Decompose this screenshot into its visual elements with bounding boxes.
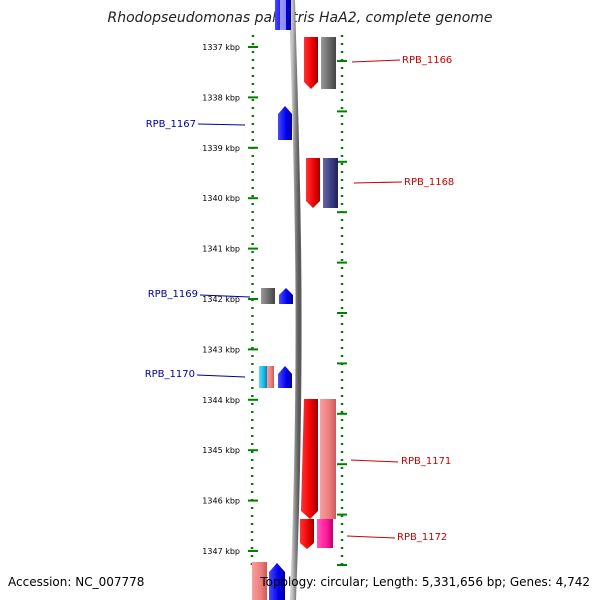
tick-label: 1343 kbp <box>202 345 240 354</box>
gene-label-rpb-1170: RPB_1170 <box>145 369 195 380</box>
gene-rpb-1169[interactable]: RPB_1169 <box>148 288 293 304</box>
gene-label-rpb-1167: RPB_1167 <box>146 119 196 130</box>
gene-label-rpb-1172: RPB_1172 <box>397 532 447 543</box>
tick-label: 1342 kbp <box>202 295 240 304</box>
tick-label: 1347 kbp <box>202 547 240 556</box>
map-title: Rhodopseudomonas palustris HaA2, complet… <box>107 10 492 26</box>
genome-backbone <box>289 0 302 600</box>
tick-label: 1337 kbp <box>202 43 240 52</box>
gene-label-rpb-1171: RPB_1171 <box>401 456 451 467</box>
gene-label-rpb-1166: RPB_1166 <box>402 55 452 66</box>
gene-rpb-1172[interactable]: RPB_1172 <box>300 519 447 549</box>
genome-summary-text: Topology: circular; Length: 5,331,656 bp… <box>260 575 590 589</box>
gene-label-rpb-1168: RPB_1168 <box>404 177 454 188</box>
tick-label: 1339 kbp <box>202 144 240 153</box>
tick-label: 1344 kbp <box>202 396 240 405</box>
gene-rpb-1170[interactable]: RPB_1170 <box>145 366 292 388</box>
tick-label: 1345 kbp <box>202 446 240 455</box>
gene-top-partial[interactable] <box>275 0 291 30</box>
tick-label: 1341 kbp <box>202 245 240 254</box>
axis-ticks: 1337 kbp 1338 kbp 1339 kbp 1340 kbp 1341 kbp… <box>202 43 347 566</box>
tick-label: 1346 kbp <box>202 497 240 506</box>
gene-bottom-partial[interactable] <box>252 562 285 600</box>
gene-rpb-1167[interactable]: RPB_1167 <box>146 106 292 140</box>
accession-text: Accession: NC_007778 <box>8 575 145 589</box>
gene-rpb-1166[interactable]: RPB_1166 <box>304 37 452 89</box>
gene-rpb-1171[interactable]: RPB_1171 <box>301 399 451 519</box>
tick-label: 1338 kbp <box>202 93 240 102</box>
gene-rpb-1168[interactable]: RPB_1168 <box>306 158 454 208</box>
tick-label: 1340 kbp <box>202 194 240 203</box>
gene-label-rpb-1169: RPB_1169 <box>148 289 198 300</box>
